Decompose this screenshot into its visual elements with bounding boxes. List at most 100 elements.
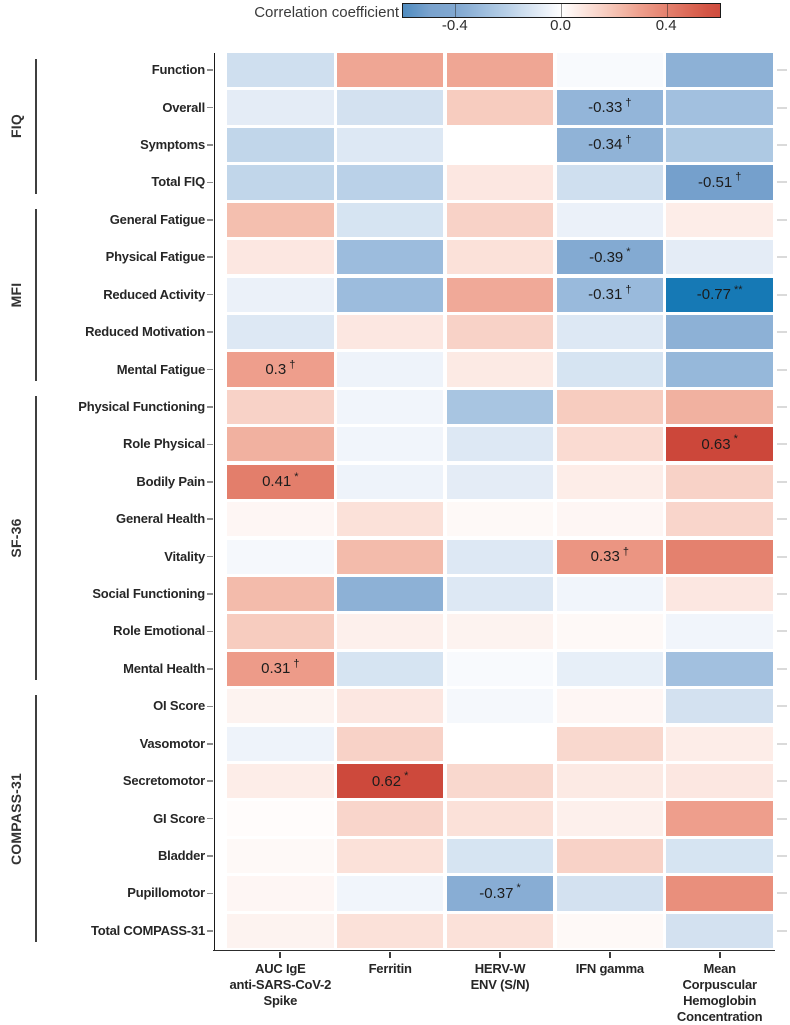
cell-annotation-symbol: † xyxy=(625,133,632,146)
cell-annotation-value: -0.37 xyxy=(479,884,514,902)
right-axis-tick xyxy=(777,368,787,371)
row-label: Reduced Activity xyxy=(103,286,205,302)
row-axis-tick xyxy=(207,705,213,708)
colorbar-tick xyxy=(455,4,457,17)
row-label: Function xyxy=(151,62,205,78)
cell-annotation-symbol: * xyxy=(294,470,299,483)
colorbar xyxy=(402,3,721,18)
heatmap-cell xyxy=(666,53,773,88)
cell-annotation-symbol: * xyxy=(516,882,521,895)
right-axis-tick xyxy=(777,143,787,146)
heatmap-cell xyxy=(446,427,554,462)
heatmap-cell xyxy=(666,90,773,125)
heatmap-cell xyxy=(227,502,334,537)
heatmap-cell xyxy=(446,202,554,237)
heatmap-cell: -0.77 ** xyxy=(666,277,773,312)
right-axis-tick xyxy=(777,443,787,446)
cell-annotation-symbol: * xyxy=(404,770,409,783)
heatmap-cell xyxy=(666,726,773,761)
heatmap-cell xyxy=(336,389,444,425)
heatmap-cell xyxy=(336,127,444,163)
heatmap-cell xyxy=(336,240,444,275)
row-axis-tick xyxy=(207,668,213,670)
y-axis-line xyxy=(213,53,216,951)
row-label: Overall xyxy=(162,99,205,115)
row-axis-tick xyxy=(207,892,213,895)
right-axis-tick xyxy=(777,405,787,408)
right-axis-tick xyxy=(777,667,787,670)
right-axis-tick xyxy=(777,817,787,820)
right-axis-tick xyxy=(777,69,787,72)
heatmap-grid: -0.33 † -0.34 † -0.51 † -0.39 * -0.31 † -0.77 ** 0.3… xyxy=(227,53,773,948)
row-label: Physical Fatigue xyxy=(105,249,206,265)
heatmap-cell: 0.41 * xyxy=(227,464,334,499)
row-axis-tick xyxy=(207,555,213,558)
heatmap-cell xyxy=(336,651,444,687)
heatmap-cell xyxy=(446,502,554,537)
heatmap-cell xyxy=(227,53,334,88)
right-axis-tick xyxy=(777,518,787,521)
right-axis-tick xyxy=(777,218,787,221)
heatmap-cell xyxy=(556,576,664,612)
row-label: Role Physical xyxy=(123,436,205,452)
colorbar-tick-label: -0.4 xyxy=(441,17,468,34)
row-axis-tick xyxy=(207,219,213,221)
heatmap-cell xyxy=(336,876,444,911)
heatmap-cell xyxy=(446,277,554,312)
heatmap-cell xyxy=(556,689,664,724)
heatmap-cell xyxy=(666,913,773,948)
cell-annotation-value: -0.77 xyxy=(696,286,731,304)
row-axis-tick xyxy=(207,743,213,745)
heatmap-cell xyxy=(336,614,444,649)
row-axis-tick xyxy=(207,443,213,446)
heatmap-cell xyxy=(666,389,773,425)
cell-annotation-symbol: † xyxy=(622,545,629,558)
row-axis-tick xyxy=(207,406,213,408)
heatmap-cell xyxy=(556,726,664,761)
heatmap-cell xyxy=(227,876,334,911)
row-axis-tick xyxy=(207,256,213,258)
heatmap-cell xyxy=(336,689,444,724)
row-label: General Health xyxy=(116,511,205,527)
group-label: SF-36 xyxy=(8,518,24,558)
heatmap-cell xyxy=(446,165,554,200)
group-bracket xyxy=(35,395,37,680)
heatmap-cell xyxy=(556,838,664,874)
heatmap-cell xyxy=(446,53,554,88)
heatmap-cell: 0.3 † xyxy=(227,352,334,387)
heatmap-cell xyxy=(666,764,773,799)
column-label: Ferritin xyxy=(368,961,412,976)
heatmap-cell xyxy=(666,202,773,237)
cell-annotation-value: 0.3 xyxy=(265,361,287,378)
heatmap-cell xyxy=(227,913,334,948)
row-label: Symptoms xyxy=(140,136,205,152)
heatmap-cell xyxy=(336,838,444,874)
right-axis-tick xyxy=(777,855,787,858)
heatmap-cell xyxy=(556,427,664,462)
heatmap-cell xyxy=(556,314,664,350)
row-axis-tick xyxy=(207,106,213,109)
heatmap-cell xyxy=(336,427,444,462)
row-label: Role Emotional xyxy=(113,623,205,639)
heatmap-cell xyxy=(336,913,444,948)
right-axis-tick xyxy=(777,593,787,596)
heatmap-cell xyxy=(666,876,773,911)
cell-annotation-value: -0.39 xyxy=(589,248,624,266)
row-label: Vitality xyxy=(164,548,205,564)
row-axis-tick xyxy=(207,181,213,184)
row-label: Vasomotor xyxy=(139,735,206,751)
right-axis-tick xyxy=(777,181,787,184)
right-axis-tick xyxy=(777,331,787,334)
cell-annotation-value: 0.31 xyxy=(261,660,291,678)
right-axis-tick xyxy=(777,256,787,259)
heatmap-cell xyxy=(666,801,773,836)
heatmap-cell xyxy=(336,576,444,612)
right-axis-tick xyxy=(777,929,787,932)
heatmap-cell: -0.37 * xyxy=(446,876,554,911)
heatmap-cell xyxy=(336,539,444,574)
heatmap-cell xyxy=(227,539,334,574)
row-axis-tick xyxy=(207,817,213,820)
right-axis-tick xyxy=(777,742,787,745)
colorbar-tick-label: 0.4 xyxy=(655,17,677,34)
heatmap-cell xyxy=(227,614,334,649)
